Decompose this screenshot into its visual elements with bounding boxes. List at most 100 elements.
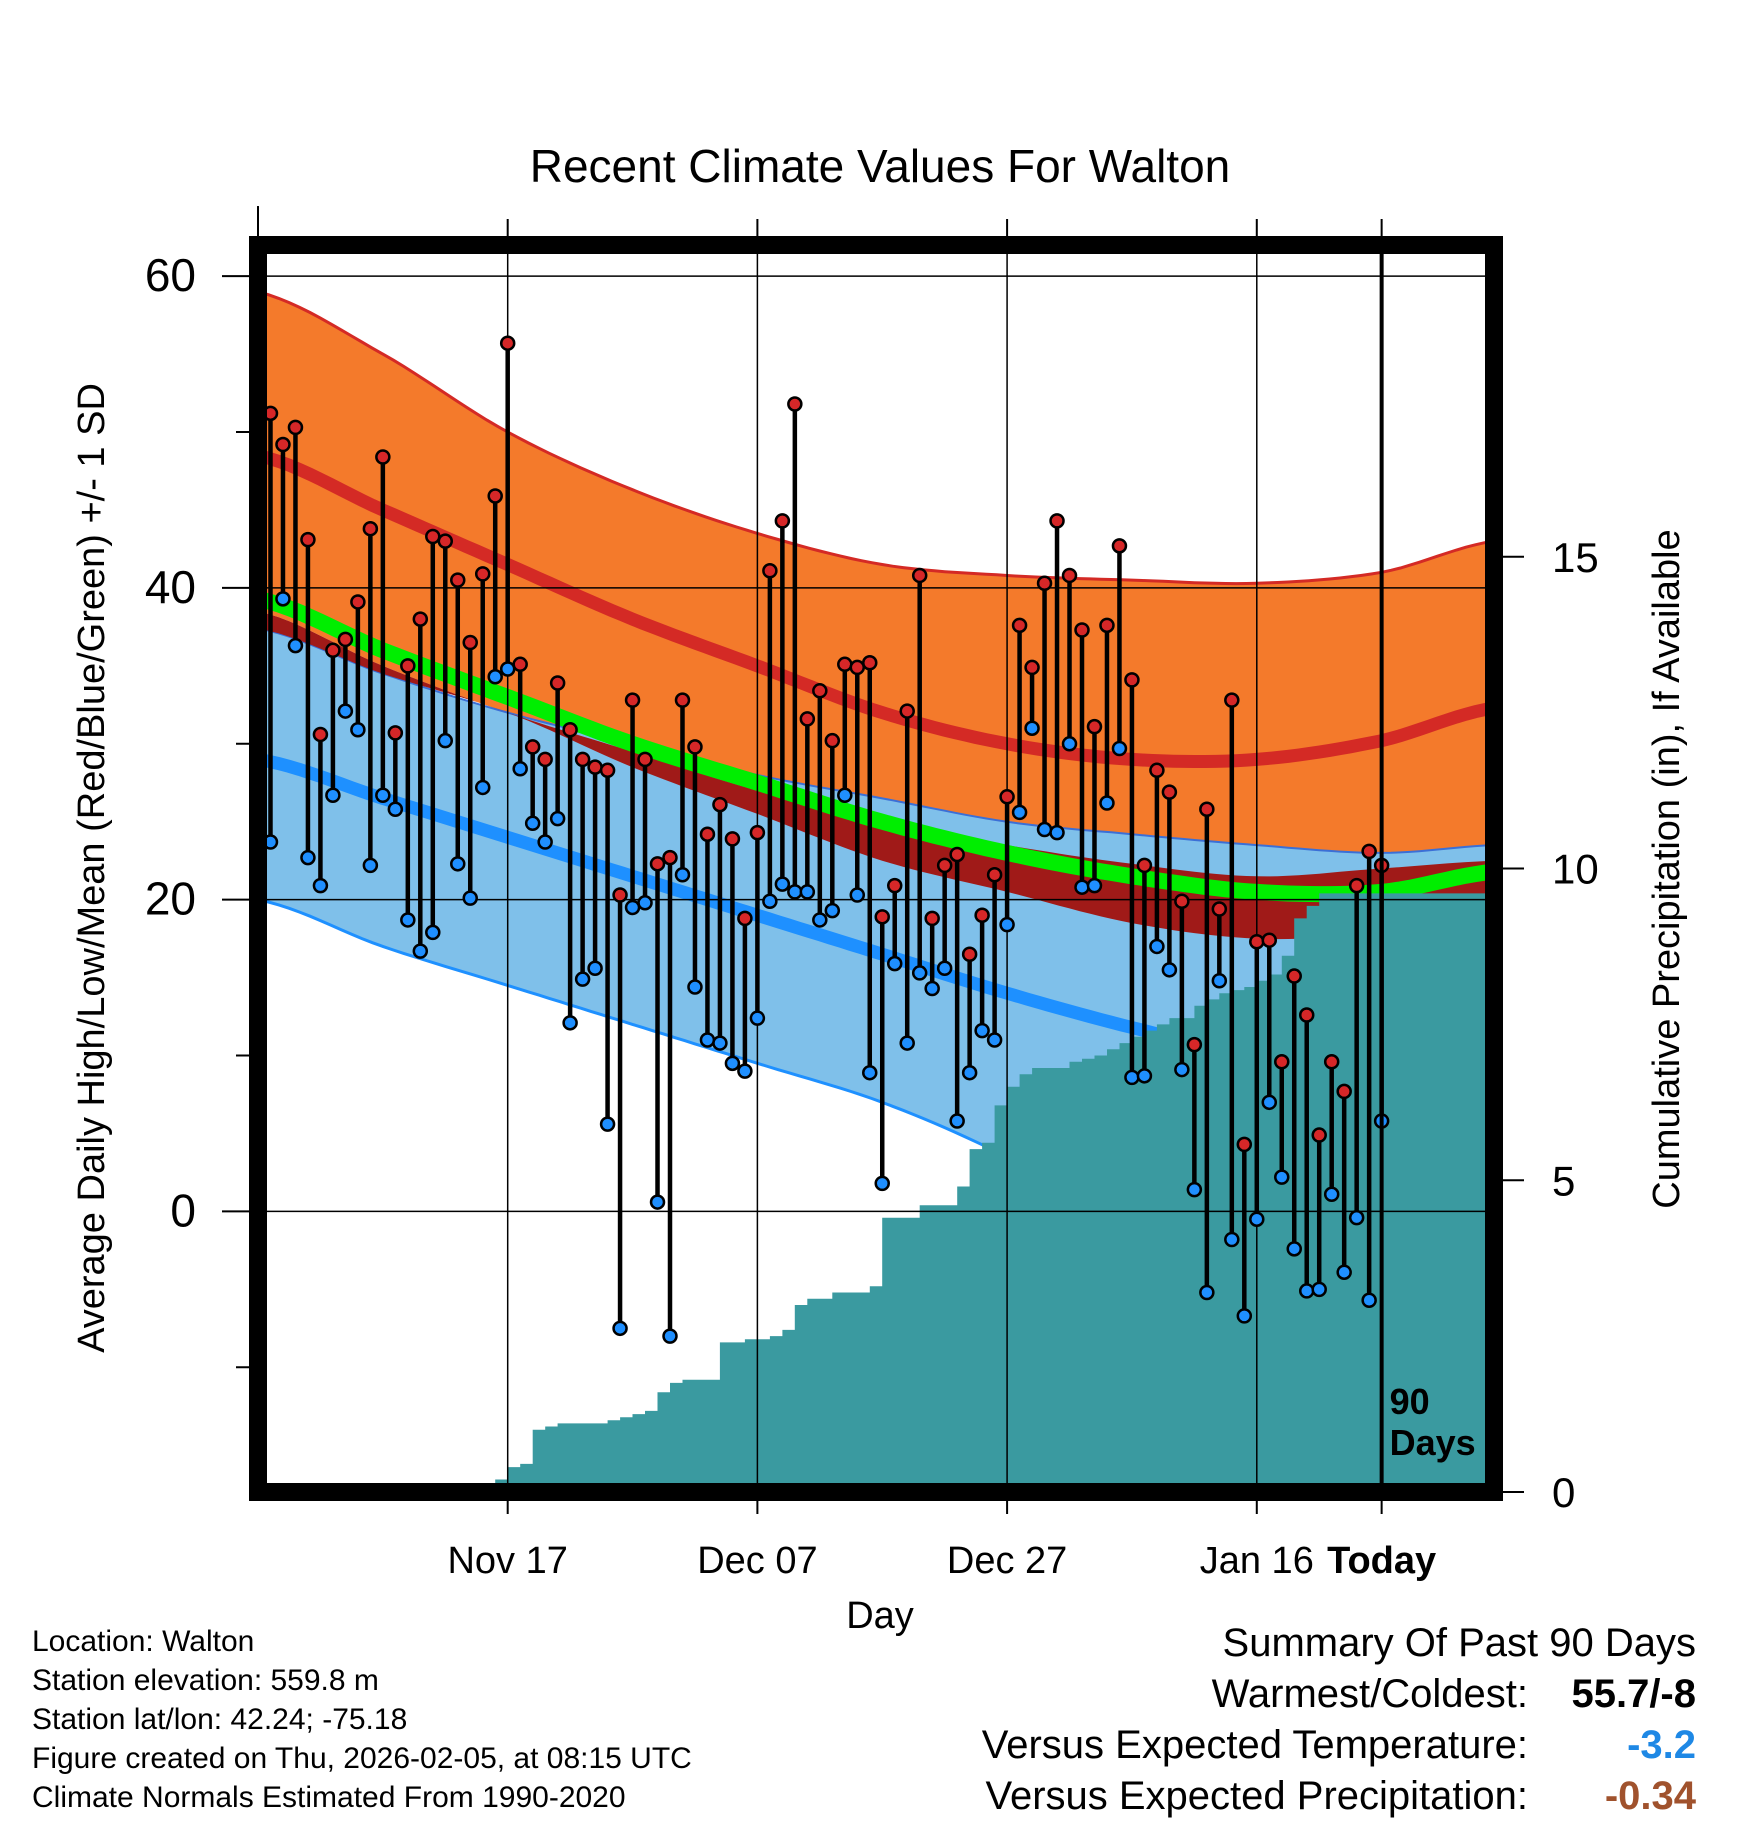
summary-title: Summary Of Past 90 Days xyxy=(1222,1621,1696,1665)
y-tick-label: 60 xyxy=(145,249,196,301)
daily-high-point xyxy=(1249,934,1265,950)
precip-departure-value: -0.34 xyxy=(1604,1774,1696,1818)
y2-axis-title: Cumulative Precipitation (in), If Availa… xyxy=(1646,529,1688,1208)
daily-low-point xyxy=(949,1113,965,1129)
y2-tick-label: 15 xyxy=(1552,534,1599,581)
daily-low-point xyxy=(1086,877,1103,894)
daily-low-point xyxy=(1174,1061,1190,1078)
daily-low-point xyxy=(837,787,853,803)
daily-low-point xyxy=(1161,962,1178,978)
daily-low-point xyxy=(737,1063,753,1079)
daily-low-point xyxy=(437,732,454,749)
daily-high-point xyxy=(437,533,454,549)
daily-high-point xyxy=(924,910,940,927)
daily-high-point xyxy=(699,826,716,842)
daily-high-point xyxy=(337,631,354,648)
precip-departure-row: Versus Expected Precipitation: -0.34 xyxy=(982,1771,1696,1822)
daily-low-point xyxy=(1286,1241,1302,1257)
daily-low-point xyxy=(749,1010,766,1026)
daily-low-point xyxy=(874,1175,890,1192)
y-tick-label: 0 xyxy=(170,1184,196,1236)
daily-high-point xyxy=(712,796,728,813)
daily-high-point xyxy=(1298,1007,1315,1023)
elevation-text: Station elevation: 559.8 m xyxy=(32,1664,379,1697)
daily-low-point xyxy=(899,1035,915,1051)
daily-high-point xyxy=(562,722,578,738)
daily-low-point xyxy=(1211,972,1228,989)
x-tick-label: Dec 27 xyxy=(947,1540,1067,1582)
daily-high-point xyxy=(287,419,304,436)
daily-low-point xyxy=(936,960,953,977)
daily-high-point xyxy=(574,751,591,768)
daily-low-point xyxy=(1348,1209,1365,1226)
daily-low-point xyxy=(699,1032,716,1048)
daily-high-point xyxy=(1199,801,1215,818)
warmest-coldest-value: 55.7/-8 xyxy=(1571,1672,1696,1716)
daily-low-point xyxy=(1199,1284,1215,1301)
x-axis: Nov 17 Dec 07 Dec 27 Jan 16 Today xyxy=(447,219,1436,1582)
daily-high-point xyxy=(862,654,878,671)
daily-low-point xyxy=(612,1320,628,1337)
daily-low-point xyxy=(911,965,928,981)
low-upper-edge xyxy=(257,627,1495,854)
daily-high-point xyxy=(1174,893,1190,909)
y-tick-label: 40 xyxy=(145,561,196,613)
daily-low-point xyxy=(986,1032,1003,1048)
temp-departure-row: Versus Expected Temperature: -3.2 xyxy=(982,1720,1696,1771)
daily-high-point xyxy=(300,531,316,548)
daily-low-point xyxy=(1011,804,1028,821)
daily-low-point xyxy=(375,787,391,803)
daily-high-point xyxy=(612,887,628,903)
daily-high-point xyxy=(524,739,541,755)
daily-low-point xyxy=(549,810,566,827)
daily-low-point xyxy=(924,980,940,997)
y-axis-right: 0 5 10 15 xyxy=(1494,534,1599,1516)
x-tick-label: Today xyxy=(1327,1540,1436,1582)
daily-high-point xyxy=(637,751,653,768)
daily-low-point xyxy=(1036,821,1053,838)
daily-low-point xyxy=(1124,1069,1140,1086)
daily-low-point xyxy=(562,1015,578,1031)
daily-high-point xyxy=(587,759,603,775)
daily-high-point xyxy=(1323,1054,1340,1070)
daily-low-point xyxy=(1186,1181,1203,1198)
daily-high-point xyxy=(1286,968,1302,984)
daily-range-bars xyxy=(268,343,1384,1337)
daily-low-point xyxy=(1099,795,1115,811)
daily-high-point xyxy=(936,857,953,874)
daily-low-point xyxy=(1111,740,1128,757)
daily-low-point xyxy=(886,955,903,972)
daily-points xyxy=(262,335,1390,1344)
daily-low-point xyxy=(1361,1292,1377,1309)
daily-high-point xyxy=(1336,1083,1352,1100)
daily-low-point xyxy=(275,591,291,607)
daily-high-point xyxy=(549,675,566,691)
daily-low-point xyxy=(499,661,516,677)
daily-low-point xyxy=(1236,1308,1253,1324)
daily-low-point xyxy=(824,902,841,919)
latlon-text: Station lat/lon: 42.24; -75.18 xyxy=(32,1703,408,1736)
daily-low-point xyxy=(812,912,828,928)
daily-high-point xyxy=(986,866,1003,883)
daily-low-point xyxy=(1149,938,1165,955)
daily-low-point xyxy=(762,893,778,909)
daily-high-point xyxy=(1024,659,1040,676)
daily-low-point xyxy=(1336,1264,1352,1280)
daily-low-point xyxy=(425,924,441,941)
daily-high-point xyxy=(911,567,928,584)
warmest-coldest-row: Warmest/Coldest: 55.7/-8 xyxy=(982,1669,1696,1720)
y2-tick-label: 0 xyxy=(1552,1469,1575,1516)
daily-low-point xyxy=(1298,1283,1315,1299)
daily-low-point xyxy=(1311,1281,1327,1298)
daily-low-point xyxy=(799,884,816,900)
x-tick-label: Jan 16 xyxy=(1200,1540,1314,1582)
daily-high-point xyxy=(1211,901,1228,917)
precipitation-area xyxy=(258,893,1494,1492)
daily-low-point xyxy=(462,890,478,906)
daily-high-point xyxy=(662,849,678,866)
daily-low-point xyxy=(624,899,641,916)
daily-low-point xyxy=(787,884,803,900)
daily-high-point xyxy=(1061,567,1078,584)
daily-high-point xyxy=(599,762,616,779)
